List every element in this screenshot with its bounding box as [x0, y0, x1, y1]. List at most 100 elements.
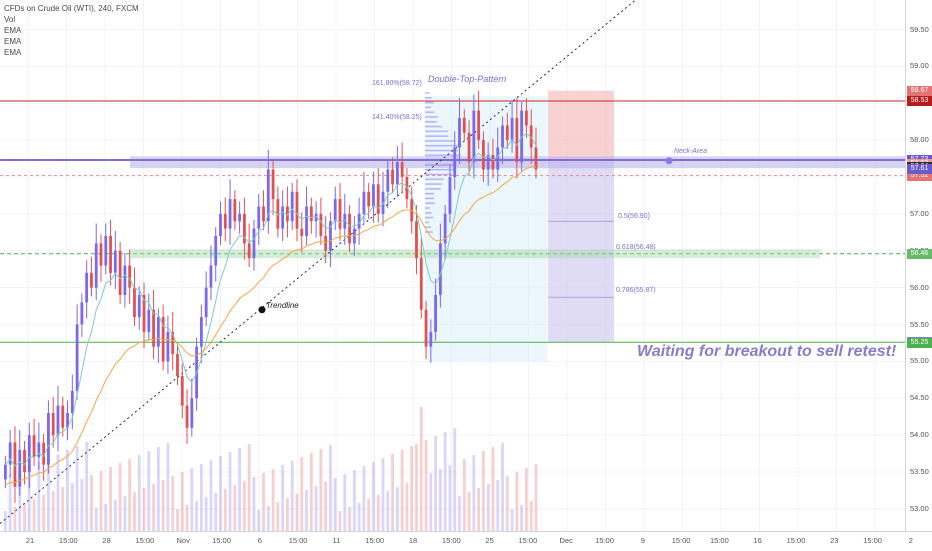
time-tick-label: 15:00: [671, 536, 691, 545]
volume-bar: [477, 488, 481, 531]
volume-bar: [219, 456, 222, 531]
candle-body: [80, 302, 84, 325]
candle-body: [166, 331, 170, 362]
volume-bar: [137, 455, 141, 531]
price-axis[interactable]: 59.5059.0058.5058.0057.5057.0056.5056.00…: [905, 0, 932, 531]
volume-bar: [104, 504, 108, 531]
volume-bar: [438, 469, 442, 531]
candle-body: [419, 258, 423, 310]
candle-body: [152, 309, 155, 347]
volume-bar: [405, 483, 409, 531]
volume-bar: [156, 447, 160, 531]
candle-body: [32, 435, 36, 458]
volume-profile-bar: [425, 212, 432, 214]
volume-bar: [534, 464, 538, 531]
candle-body: [18, 449, 22, 487]
volume-bar: [372, 462, 375, 531]
candle-body: [367, 191, 371, 207]
candle-body: [66, 413, 69, 428]
legend-ema-3: EMA: [4, 48, 22, 57]
candle-body: [104, 236, 108, 266]
time-tick-label: 21: [25, 536, 35, 545]
volume-profile-bar: [425, 130, 448, 133]
price-chart-svg[interactable]: [0, 0, 905, 531]
volume-bar: [510, 509, 514, 531]
legend-vol: Vol: [4, 15, 16, 24]
volume-bar: [314, 486, 318, 531]
candle-body: [501, 125, 504, 148]
candle-body: [525, 110, 528, 126]
candle-body: [434, 295, 437, 332]
volume-bar: [395, 487, 399, 531]
time-tick-label: 15:00: [595, 536, 614, 545]
candle-body: [51, 413, 55, 436]
volume-bar: [223, 489, 227, 531]
volume-profile-bar: [425, 135, 449, 137]
volume-bar: [180, 472, 184, 531]
volume-profile-bar: [425, 173, 453, 176]
volume-bar: [501, 443, 504, 531]
volume-bar: [391, 454, 394, 531]
take-profit-zone: [548, 160, 614, 343]
volume-bar: [305, 490, 308, 531]
price-marker-label: 55.25: [907, 337, 932, 348]
volume-bar: [362, 466, 366, 531]
candle-body: [429, 331, 433, 347]
time-tick-label: 15:00: [135, 536, 155, 545]
price-marker-label: 58.53: [907, 96, 932, 107]
volume-bar: [209, 460, 213, 531]
candle-body: [94, 243, 98, 288]
time-tick-label: 2: [908, 536, 913, 545]
volume-bar: [66, 450, 69, 531]
volume-profile-bar: [425, 202, 435, 205]
candle-body: [70, 390, 74, 413]
price-tick-label: 59.50: [910, 24, 929, 34]
candle-body: [180, 376, 184, 406]
time-tick-label: 28: [102, 536, 111, 545]
volume-bar: [204, 497, 208, 531]
price-tick-label: 55.00: [910, 356, 929, 366]
candle-body: [362, 191, 366, 214]
candle-body: [486, 154, 490, 170]
candle-body: [113, 250, 117, 273]
volume-bar: [529, 501, 533, 531]
time-tick-label: 18: [408, 536, 418, 545]
candle-body: [147, 309, 151, 332]
volume-bar: [214, 493, 218, 531]
fib-1414-label: 141.40%(58.25): [372, 114, 422, 121]
volume-bar: [352, 470, 356, 531]
volume-bar: [515, 472, 519, 531]
time-tick-label: 9: [640, 536, 645, 545]
time-tick-label: 15:00: [58, 536, 78, 545]
price-tick-label: 54.50: [910, 393, 929, 403]
volume-bar: [472, 455, 476, 531]
candle-body: [343, 213, 347, 229]
volume-bar: [333, 478, 337, 531]
volume-bar: [424, 440, 428, 531]
volume-profile-bar: [425, 96, 432, 99]
chart-canvas[interactable]: CFDs on Crude Oil (WTI), 240, FXCM Vol E…: [0, 0, 905, 531]
time-tick-label: 25: [485, 536, 494, 545]
time-tick-label: 15:00: [365, 536, 385, 545]
candle-body: [381, 191, 385, 214]
candle-body: [47, 413, 50, 465]
candle-body: [391, 169, 394, 185]
volume-bar: [482, 451, 485, 531]
time-axis[interactable]: 21 15:00 28 15:00 Nov 15:00 6 15:00 11 15:00 18 15:…: [0, 531, 932, 551]
candle-body: [400, 162, 404, 177]
volume-bar: [257, 510, 261, 531]
volume-bar: [448, 465, 452, 531]
volume-bar: [185, 505, 189, 531]
candle-body: [505, 125, 509, 141]
volume-profile-bar: [425, 92, 430, 94]
volume-bar: [462, 459, 466, 531]
price-marker-label: 57.61: [907, 163, 932, 174]
volume-bar: [357, 503, 361, 531]
time-tick-label: 15:00: [441, 536, 461, 545]
volume-profile-bar: [425, 192, 435, 195]
candle-body: [137, 295, 141, 318]
volume-bar: [152, 484, 155, 531]
price-tick-label: 54.00: [910, 430, 929, 440]
candle-body: [199, 317, 203, 347]
volume-bar: [343, 474, 347, 531]
